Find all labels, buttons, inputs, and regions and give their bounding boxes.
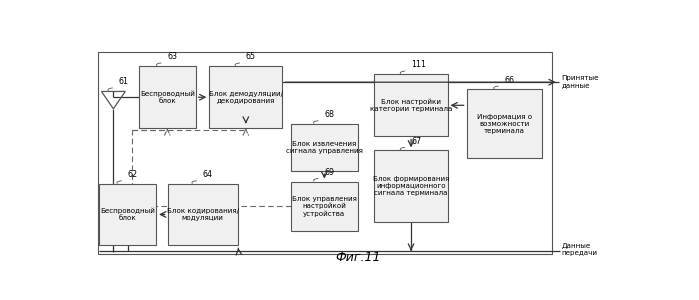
Text: Беспроводный
блок: Беспроводный блок: [100, 208, 155, 221]
Text: Беспроводный
блок: Беспроводный блок: [140, 91, 195, 104]
Text: 65: 65: [246, 52, 256, 62]
Text: 63: 63: [167, 52, 178, 62]
Bar: [168, 184, 238, 245]
Text: Блок кодирования/
модуляции: Блок кодирования/ модуляции: [167, 208, 239, 221]
Bar: [98, 52, 552, 254]
Bar: [375, 74, 447, 136]
Text: Принятые
данные: Принятые данные: [561, 74, 599, 88]
Text: 64: 64: [203, 170, 212, 179]
Text: Данные
передачи: Данные передачи: [561, 243, 598, 256]
Text: 69: 69: [324, 168, 335, 177]
Bar: [291, 182, 359, 231]
Bar: [375, 150, 447, 222]
Text: 62: 62: [128, 170, 138, 179]
Bar: [139, 66, 196, 128]
Text: Блок настройки
категории терминала: Блок настройки категории терминала: [370, 98, 452, 112]
Text: Блок извлечения
сигнала управления: Блок извлечения сигнала управления: [286, 141, 363, 154]
Text: Блок управления
настройкой
устройства: Блок управления настройкой устройства: [292, 196, 356, 217]
Text: 66: 66: [505, 76, 514, 85]
Text: 61: 61: [119, 77, 129, 86]
Text: Блок демодуляции/
декодирования: Блок демодуляции/ декодирования: [209, 91, 283, 104]
Text: 68: 68: [324, 110, 334, 119]
Bar: [467, 89, 542, 158]
Text: Информация о
возможности
терминала: Информация о возможности терминала: [477, 114, 532, 134]
Text: 111: 111: [411, 61, 426, 70]
Bar: [291, 124, 359, 171]
Text: Блок формирования
информационного
сигнала терминала: Блок формирования информационного сигнал…: [373, 176, 449, 196]
Text: 67: 67: [411, 137, 421, 146]
Bar: [209, 66, 282, 128]
Text: Фиг.11: Фиг.11: [336, 251, 381, 264]
Bar: [99, 184, 156, 245]
